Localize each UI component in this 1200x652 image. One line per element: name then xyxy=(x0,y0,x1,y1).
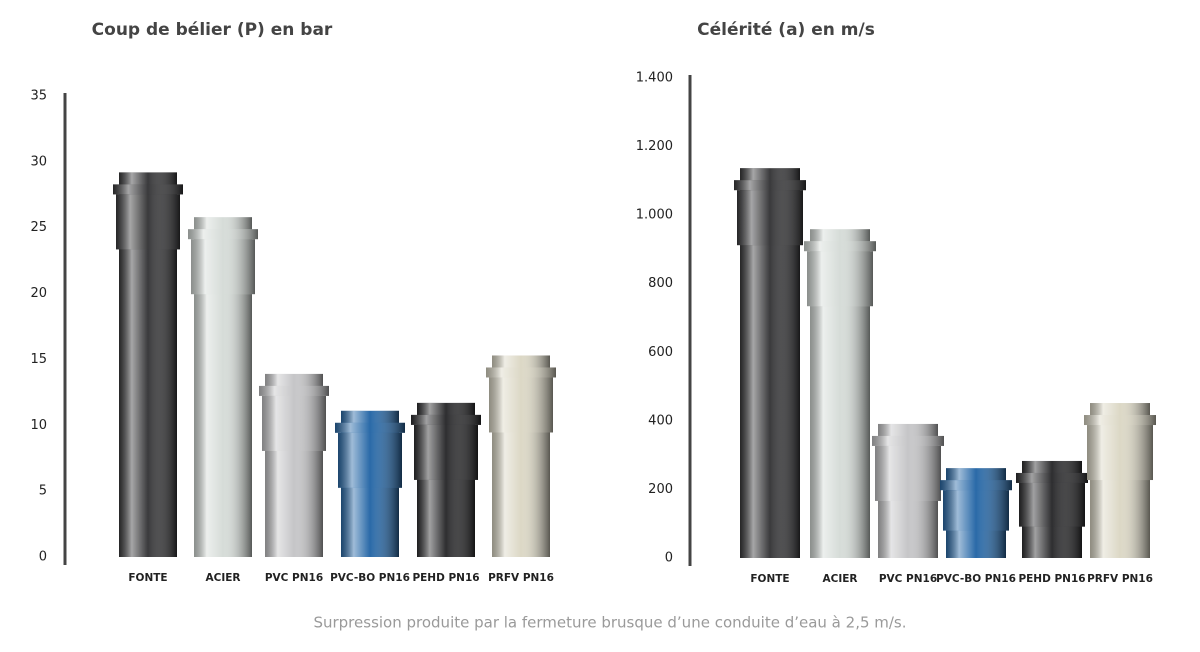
y-tick-label: 200 xyxy=(648,482,673,497)
bar-collar-shade xyxy=(188,229,258,240)
x-tick-label: FONTE xyxy=(750,573,789,585)
x-tick-label: FONTE xyxy=(128,572,167,584)
bar-collar-shade xyxy=(486,367,556,378)
y-tick-label: 600 xyxy=(648,345,673,360)
x-tick-label: PVC-BO PN16 xyxy=(330,572,410,584)
x-tick-label: PRFV PN16 xyxy=(488,572,554,584)
y-tick-label: 1.200 xyxy=(636,139,673,154)
y-tick-label: 35 xyxy=(30,89,47,104)
chart-title: Célérité (a) en m/s xyxy=(697,20,875,40)
bar-socket-shade xyxy=(262,395,326,451)
y-tick-label: 15 xyxy=(30,352,47,367)
bar-collar-shade xyxy=(113,184,183,195)
x-tick-label: PVC PN16 xyxy=(265,572,323,584)
x-tick-label: PVC-BO PN16 xyxy=(936,573,1016,585)
bar-collar-shade xyxy=(804,241,876,252)
y-tick-label: 0 xyxy=(39,550,47,565)
caption: Surpression produite par la fermeture br… xyxy=(313,614,906,632)
y-tick-label: 30 xyxy=(30,154,47,169)
bar-collar-shade xyxy=(1016,472,1088,483)
y-tick-label: 10 xyxy=(30,418,47,433)
y-tick-label: 0 xyxy=(665,551,673,566)
bar-socket-shade xyxy=(1019,482,1085,527)
bar-collar-shade xyxy=(872,435,944,446)
x-tick-label: PVC PN16 xyxy=(879,573,937,585)
x-tick-label: PEHD PN16 xyxy=(412,572,479,584)
y-tick-label: 5 xyxy=(39,484,47,499)
x-tick-label: ACIER xyxy=(206,572,241,584)
bar-socket-shade xyxy=(737,190,803,246)
bar-socket-shade xyxy=(191,239,255,295)
bar-collar-shade xyxy=(1084,415,1156,426)
y-tick-label: 400 xyxy=(648,413,673,428)
bar-socket-shade xyxy=(338,432,402,488)
bar-socket-shade xyxy=(943,490,1009,531)
bar-collar-shade xyxy=(940,480,1012,491)
y-tick-label: 800 xyxy=(648,276,673,291)
bar-socket-shade xyxy=(116,194,180,250)
bar-socket-shade xyxy=(489,377,553,433)
y-tick-label: 25 xyxy=(30,220,47,235)
y-tick-label: 20 xyxy=(30,286,47,301)
y-tick-label: 1.000 xyxy=(636,208,673,223)
y-tick-label: 1.400 xyxy=(636,71,673,86)
bar-collar-shade xyxy=(411,414,481,425)
bar-socket-shade xyxy=(414,424,478,480)
bar-socket-shade xyxy=(807,251,873,307)
chart-title: Coup de bélier (P) en bar xyxy=(92,20,333,40)
x-tick-label: PEHD PN16 xyxy=(1018,573,1085,585)
bar-collar-shade xyxy=(259,385,329,396)
bar-collar-shade xyxy=(335,422,405,433)
x-tick-label: PRFV PN16 xyxy=(1087,573,1153,585)
x-tick-label: ACIER xyxy=(823,573,858,585)
bar-socket-shade xyxy=(875,445,941,501)
bar-collar-shade xyxy=(734,180,806,191)
bar-socket-shade xyxy=(1087,425,1153,481)
